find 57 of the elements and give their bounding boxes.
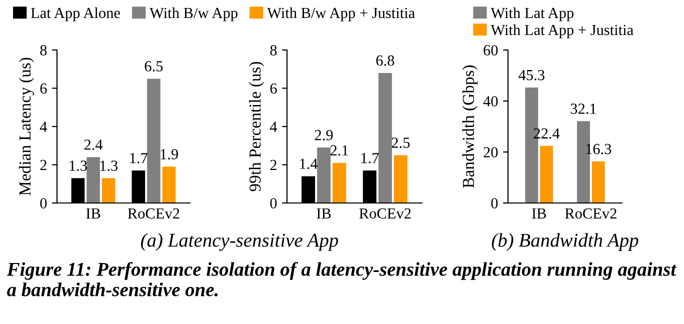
y-tick-label: 20 [484,147,498,158]
y-tick-label: 8 [40,45,47,56]
y-axis-title: Median Latency (us) [18,58,34,196]
data-label: 1.7 [130,152,148,164]
y-tick-label: 0 [491,198,498,208]
data-label: 1.9 [160,149,178,160]
y-tick-label: 2 [270,160,276,170]
x-tick-label: RoCEv2 [565,208,616,219]
y-tick-label: 8 [270,45,277,56]
data-label: 22.4 [534,128,560,139]
bar [317,148,331,203]
y-tick-label: 6 [270,83,277,94]
bar [332,162,346,203]
x-tick-label: IB [316,208,331,219]
legend-label: With Lat App [490,7,574,22]
data-label: 2.5 [392,138,410,148]
x-tick-label: RoCEv2 [128,208,180,219]
data-label: 45.3 [518,70,544,80]
y-tick-label: 40 [483,96,498,106]
data-label: 32.1 [570,104,596,114]
y-tick-label: 4 [40,122,48,132]
bar [162,166,176,203]
x-tick-label: IB [86,208,100,219]
y-axis-title: 99th Percentile (us) [248,62,264,192]
y-tick-label: 60 [484,45,498,56]
y-tick-label: 0 [270,198,277,208]
y-tick-label: 4 [270,122,278,132]
x-tick-label: IB [532,208,546,219]
data-label: 6.5 [144,61,163,72]
data-label: 2.4 [84,140,103,150]
y-tick-label: 2 [40,160,46,170]
bar [378,72,392,203]
data-label: 2.1 [330,145,348,156]
data-label: 1.7 [361,152,379,164]
data-label: 1.3 [70,160,87,171]
data-label: 2.9 [314,130,333,140]
legend-label: With B/w App [150,7,238,22]
caption: Figure 11: Performance isolation of a latency-sensitive application running against a bandwidth-sensitive one. [6,262,677,296]
bar [394,155,408,203]
bar [540,146,554,203]
legend-label: With B/w App + Justitia [267,7,415,22]
bar [592,161,605,203]
x-tick-label: RoCEv2 [359,208,411,219]
data-label: 6.8 [376,55,394,66]
data-label: 1.3 [100,160,118,171]
y-axis-title: Bandwidth (Gbps) [462,65,478,188]
y-tick-label: 6 [40,83,47,94]
bar [102,178,116,203]
data-label: 16.3 [586,144,612,154]
legend-label: Lat App Alone [30,7,120,22]
bar [147,78,160,203]
data-label: 1.4 [300,158,318,170]
y-tick-label: 0 [40,198,47,208]
legend-label: With Lat App + Justitia [490,24,634,38]
text: (b) Bandwidth App [492,233,638,251]
text: (a) Latency-sensitive App [141,233,338,251]
bar [86,157,100,203]
